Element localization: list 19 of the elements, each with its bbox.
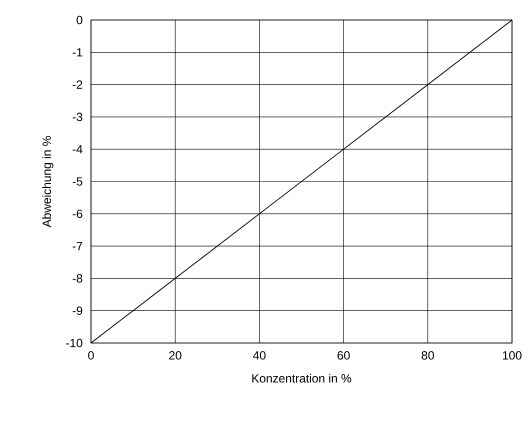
y-tick-label: -2 (72, 80, 82, 89)
x-axis-title: Konzentration in % (252, 374, 352, 383)
y-tick-label: -9 (72, 306, 82, 315)
y-tick-label: -7 (72, 242, 82, 250)
x-tick-label: 0 (88, 351, 94, 360)
x-tick-label: 80 (422, 351, 434, 360)
y-tick-label: -8 (72, 274, 82, 283)
x-tick-label: 60 (338, 351, 350, 360)
y-tick-label: -3 (72, 112, 82, 122)
y-tick-label: -4 (72, 145, 82, 154)
y-tick-label: -10 (66, 338, 82, 348)
x-tick-label: 20 (169, 351, 182, 360)
x-tick-label: 100 (502, 351, 522, 360)
y-axis-title: Abweichung in % (42, 136, 54, 228)
y-tick-label: -1 (72, 48, 82, 56)
y-tick-label: -6 (72, 210, 82, 218)
y-tick-label: -5 (72, 177, 82, 186)
y-tick-label: 0 (76, 16, 82, 24)
x-tick-label: 40 (253, 351, 266, 360)
